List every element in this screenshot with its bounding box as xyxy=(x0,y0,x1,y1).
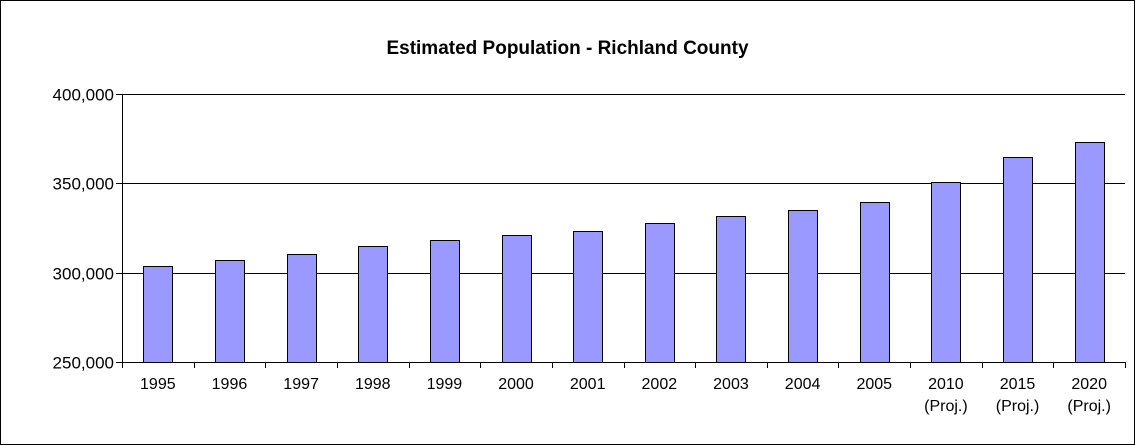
y-tick-label: 300,000 xyxy=(53,265,114,284)
x-tick-label: 2002 xyxy=(642,376,678,393)
x-tick-label: 1996 xyxy=(212,376,248,393)
chart-title: Estimated Population - Richland County xyxy=(386,38,749,59)
bar xyxy=(143,266,173,363)
x-tick-label: (Proj.) xyxy=(924,398,968,415)
x-tick-label: 2003 xyxy=(713,376,749,393)
x-tick-label: 2005 xyxy=(856,376,892,393)
x-tick-label: 2010 xyxy=(928,376,964,393)
x-tick-label: (Proj.) xyxy=(1067,398,1111,415)
y-tick-label: 400,000 xyxy=(53,86,114,105)
bar xyxy=(788,210,818,363)
bar xyxy=(215,260,245,363)
bar xyxy=(716,216,746,363)
bars xyxy=(143,142,1105,363)
x-tick-label: 2000 xyxy=(498,376,534,393)
x-tick-label: 2015 xyxy=(1000,376,1036,393)
x-tick-label: 2001 xyxy=(570,376,606,393)
y-tick-label: 250,000 xyxy=(53,354,114,373)
x-tick-label: 1998 xyxy=(355,376,391,393)
axis-labels: 250,000 300,000 350,000 400,000 1995 1996 1997… xyxy=(53,86,1111,416)
bar xyxy=(573,231,603,363)
x-tick-label: 1997 xyxy=(283,376,319,393)
x-tick-label: 1999 xyxy=(427,376,463,393)
bar xyxy=(287,254,317,363)
bar xyxy=(1003,157,1033,363)
bar xyxy=(430,240,460,363)
x-tick-label: 2004 xyxy=(785,376,821,393)
gridlines xyxy=(122,94,1125,274)
y-tick-label: 350,000 xyxy=(53,175,114,194)
x-tick-label: 2020 xyxy=(1071,376,1107,393)
bar xyxy=(358,246,388,363)
bar xyxy=(502,235,532,363)
bar xyxy=(645,223,675,363)
x-tick-label: (Proj.) xyxy=(996,398,1040,415)
bar xyxy=(1075,142,1105,363)
bar xyxy=(860,202,890,363)
x-tick-label: 1995 xyxy=(140,376,176,393)
bar xyxy=(931,182,961,363)
axes xyxy=(116,94,1126,368)
